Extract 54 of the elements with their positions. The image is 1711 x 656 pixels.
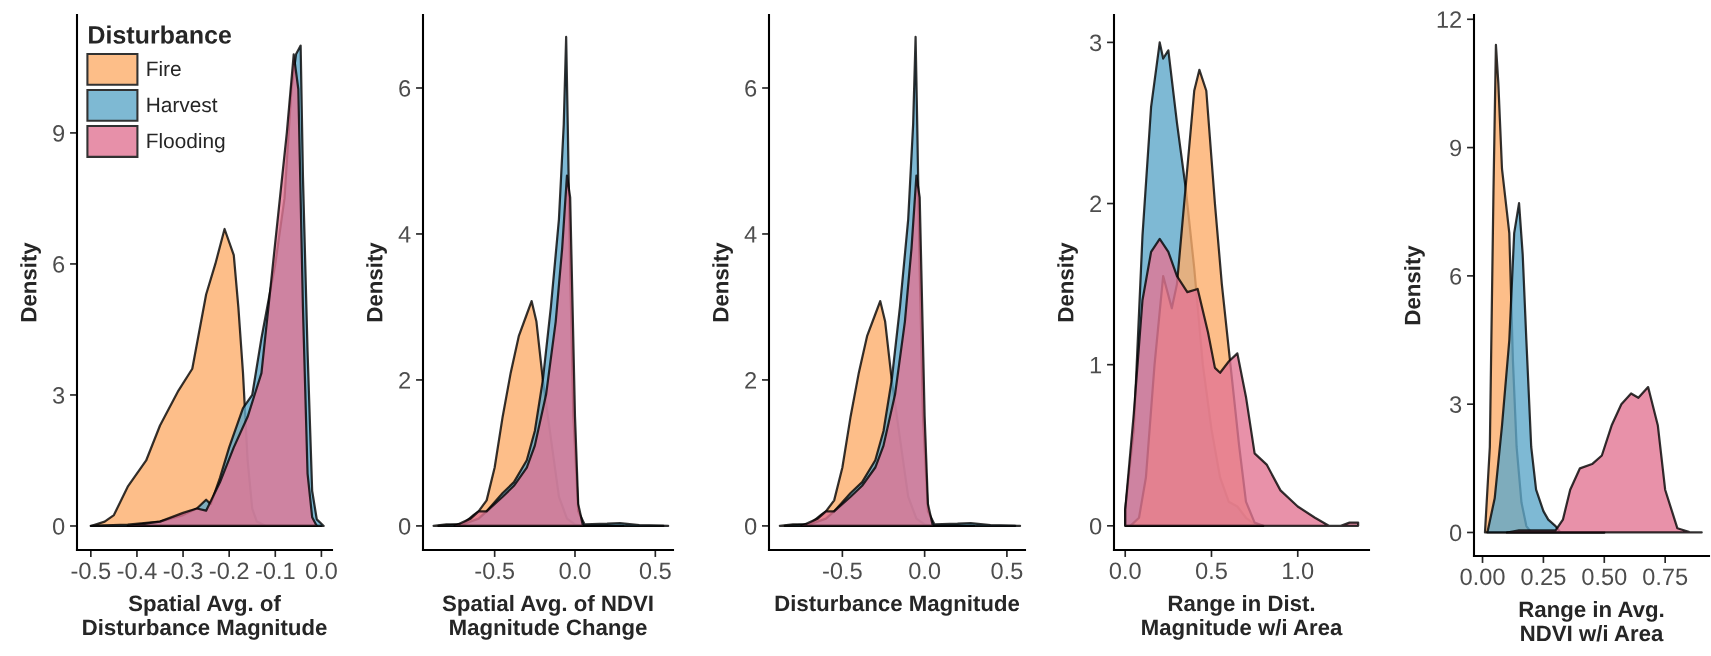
y-axis-title: Density [366,242,387,322]
y-tick-label: 2 [745,372,757,389]
y-axis-title: Density [1057,242,1078,322]
x-tick-label: 0.25 [1521,568,1566,586]
x-tick-label: 1.0 [1283,562,1314,580]
y-tick-label: 3 [52,387,65,404]
y-tick-label: 6 [745,80,757,97]
y-tick-label: 4 [398,226,411,243]
x-tick-label: 0.00 [1460,568,1505,586]
x-tick-label: 0.75 [1643,568,1688,586]
x-tick-label: -0.5 [71,562,111,580]
y-axis-title: Density [1404,245,1425,325]
x-tick-label: 0.50 [1582,568,1627,586]
x-tick-label: -0.5 [823,562,862,580]
y-tick-label: 0 [744,517,757,535]
x-tick-label: 0.0 [909,562,941,580]
x-axis-title: Range in Dist. Magnitude w/i Area [1142,594,1343,640]
legend-label: Fire [147,60,181,77]
y-tick-label: 12 [1437,11,1462,28]
legend-label: Harvest [147,97,218,113]
y-tick-label: 6 [1450,267,1462,285]
y-tick-label: 9 [53,124,65,142]
legend-title: Disturbance [89,25,232,44]
y-tick-label: 9 [1450,139,1462,157]
x-axis-title: Spatial Avg. of Disturbance Magnitude [83,594,327,640]
x-axis-title: Spatial Avg. of NDVI Magnitude Change [442,594,653,640]
x-tick-label: 0.0 [559,562,591,580]
x-tick-label: 0.5 [1195,562,1227,580]
x-tick-label: 0.5 [991,562,1023,580]
y-tick-label: 0 [52,518,65,535]
y-tick-label: 0 [1089,517,1102,535]
y-tick-label: 2 [1090,195,1102,213]
y-tick-label: 3 [1449,396,1462,413]
y-tick-label: 0 [1449,524,1462,542]
y-tick-label: 1 [1090,357,1102,374]
y-tick-label: 3 [1089,34,1102,52]
x-tick-label: 0.0 [305,562,337,580]
y-axis-title: Density [712,242,733,322]
x-tick-label: -0.2 [209,562,249,580]
y-tick-label: 4 [744,226,757,243]
x-tick-label: -0.5 [475,562,515,580]
x-tick-label: -0.4 [117,562,157,580]
x-tick-label: -0.1 [255,562,295,580]
x-tick-label: -0.3 [163,562,203,580]
x-axis-title: Range in Avg. NDVI w/i Area [1519,600,1664,642]
legend-label: Flooding [147,133,225,153]
x-tick-label: 0.5 [639,562,671,580]
y-tick-label: 6 [53,256,65,273]
y-tick-label: 2 [399,372,411,389]
y-tick-label: 6 [399,80,411,97]
x-axis-title: Disturbance Magnitude [775,594,1020,616]
x-tick-label: 0.0 [1109,562,1141,580]
y-tick-label: 0 [398,517,411,535]
y-axis-title: Density [20,242,41,322]
